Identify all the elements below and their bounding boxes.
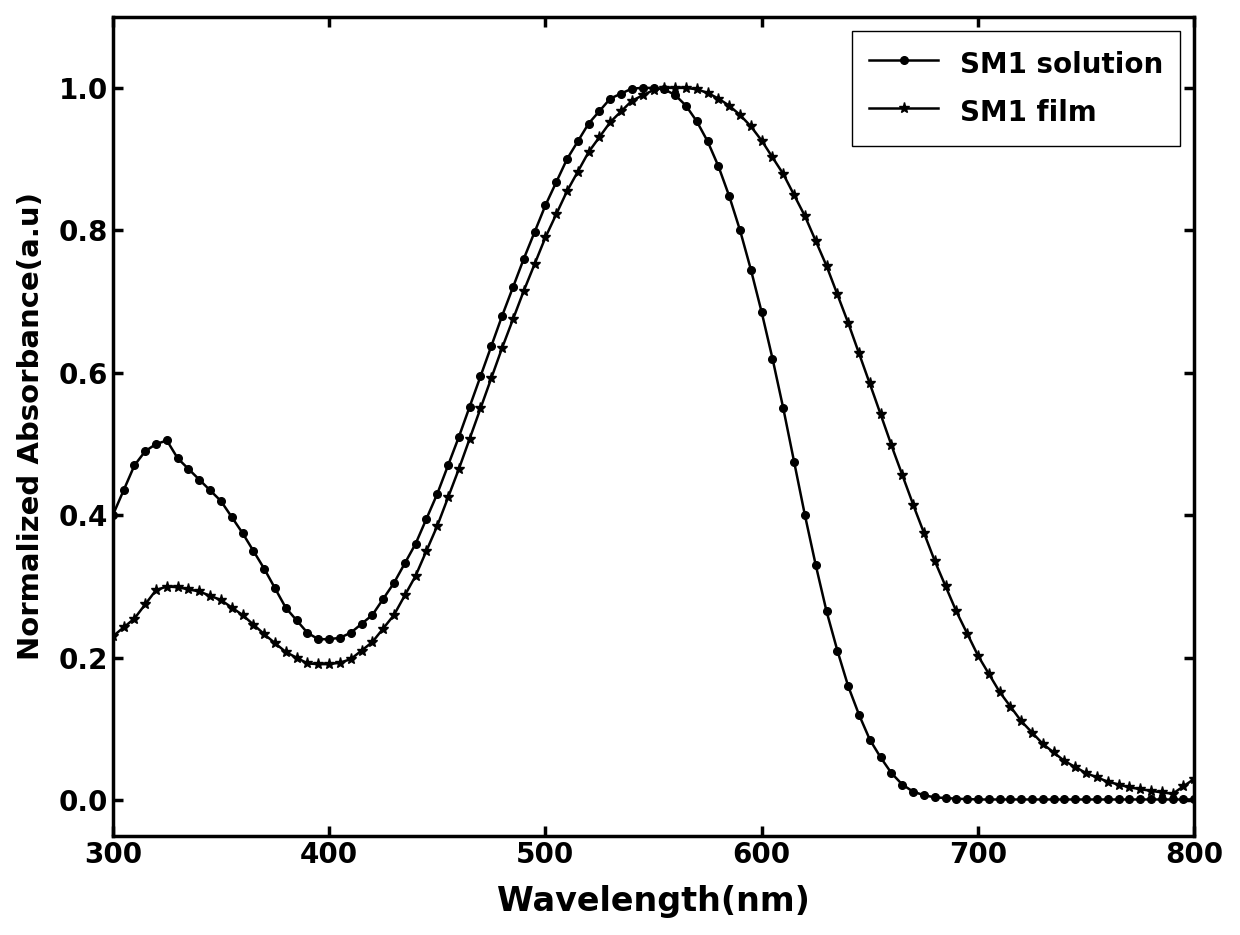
SM1 film [657, 82, 672, 94]
SM1 solution [635, 82, 650, 94]
SM1 film [1003, 701, 1018, 712]
SM1 film [373, 626, 388, 637]
Line: SM1 solution: SM1 solution [109, 84, 1198, 803]
SM1 film [1166, 788, 1180, 799]
SM1 film [804, 225, 818, 237]
SM1 film [419, 545, 434, 556]
SM1 solution [817, 597, 832, 608]
SM1 film [105, 631, 120, 642]
SM1 solution [105, 510, 120, 521]
SM1 solution [419, 513, 434, 525]
SM1 solution [498, 299, 513, 310]
Y-axis label: Normalized Absorbance(a.u): Normalized Absorbance(a.u) [16, 193, 45, 660]
SM1 film [1187, 773, 1202, 784]
Legend: SM1 solution, SM1 film: SM1 solution, SM1 film [852, 31, 1180, 146]
Line: SM1 film: SM1 film [107, 82, 1200, 799]
SM1 film [498, 331, 513, 342]
SM1 solution [971, 794, 986, 805]
X-axis label: Wavelength(nm): Wavelength(nm) [497, 885, 810, 918]
SM1 solution [1006, 794, 1021, 805]
SM1 solution [373, 597, 388, 608]
SM1 solution [804, 539, 818, 551]
SM1 solution [1187, 794, 1202, 805]
SM1 film [817, 255, 832, 266]
